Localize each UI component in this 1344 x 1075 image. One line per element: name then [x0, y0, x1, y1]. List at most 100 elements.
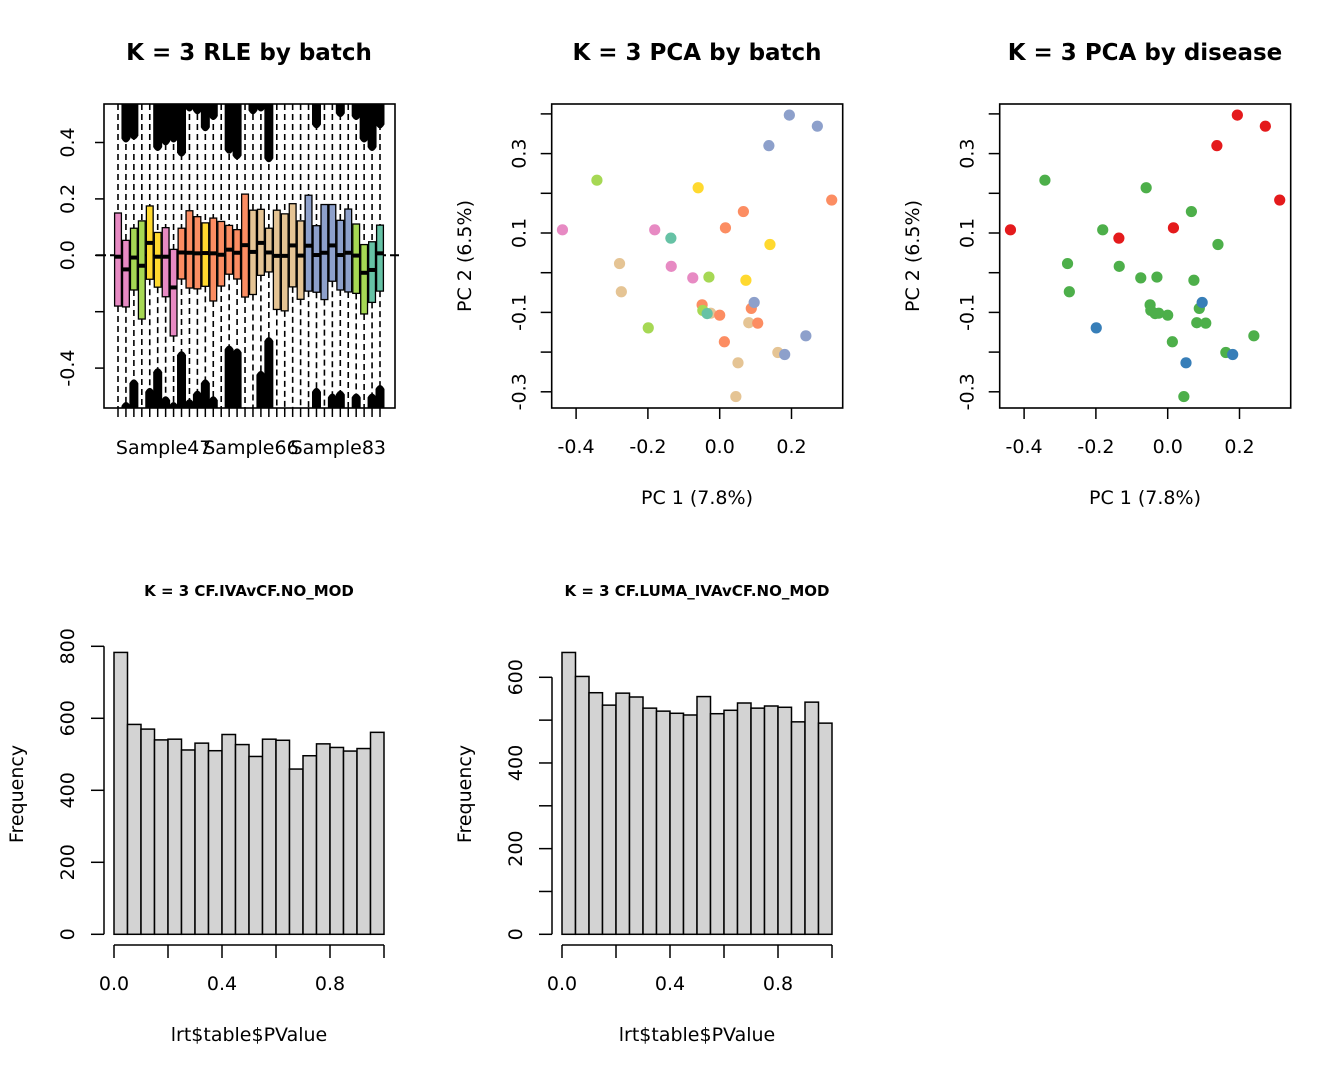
pca-point — [763, 140, 775, 152]
rle-outliers-upper — [177, 104, 187, 157]
pca-point — [748, 296, 760, 309]
rle-outliers-lower — [192, 390, 202, 408]
rle-outliers-upper — [208, 104, 218, 120]
rle-outliers-lower — [224, 345, 234, 408]
rle-outliers-lower — [264, 337, 274, 408]
rle-outliers-lower — [232, 348, 242, 408]
rle-outliers-lower — [256, 370, 266, 408]
rle-box — [352, 223, 361, 295]
rle-xtick-label: Sample83 — [291, 437, 386, 459]
pca-point — [556, 224, 569, 236]
pca-ytick-label: 0.1 — [957, 218, 979, 248]
hist2-ylabel: Frequency — [454, 745, 476, 843]
pca-batch-ylabel: PC 2 (6.5%) — [454, 200, 476, 312]
pca-ytick-label: -0.3 — [957, 373, 979, 410]
pca-point — [1248, 330, 1260, 342]
pca-point — [1135, 272, 1147, 284]
hist-bar — [682, 714, 698, 936]
hist-bar — [736, 702, 752, 936]
rle-outliers-upper — [248, 104, 258, 115]
pca-point — [1166, 336, 1178, 348]
rle-box — [121, 239, 130, 308]
pca-point — [701, 307, 713, 320]
rle-outliers-upper — [367, 104, 377, 151]
rle-outliers-upper — [335, 104, 345, 118]
rle-box — [161, 227, 170, 298]
pca-point — [1140, 182, 1152, 194]
hist-xtick-label: 0.8 — [315, 973, 345, 995]
pca-point — [800, 330, 812, 342]
rle-panel: K = 3 RLE by batch -0.4 0.0 0.2 0.4 Sample47… — [57, 40, 399, 459]
rle-title: K = 3 RLE by batch — [126, 40, 372, 66]
pca-point — [752, 317, 764, 329]
hist1-title: K = 3 CF.IVAvCF.NO_MOD — [144, 582, 354, 600]
pca-xtick-label: -0.2 — [629, 436, 666, 458]
rle-outliers-upper — [311, 104, 321, 129]
pca-ytick-label: 0.3 — [509, 138, 531, 168]
pca-point — [1178, 390, 1190, 403]
rle-box — [344, 208, 353, 293]
rle-box — [304, 194, 313, 292]
pca-disease-ylabel: PC 2 (6.5%) — [902, 200, 924, 312]
hist-bar — [126, 723, 142, 936]
pca-xtick-label: 0.2 — [776, 436, 806, 458]
pca-ytick-label: -0.1 — [509, 294, 531, 331]
hist-bar — [329, 746, 345, 936]
pca-point — [665, 260, 677, 272]
rle-outliers-upper — [224, 104, 234, 154]
rle-outliers-lower — [335, 390, 345, 408]
hist-xtick-label: 0.0 — [547, 973, 577, 995]
pca-point — [718, 336, 730, 348]
pca-point — [1090, 322, 1102, 334]
hist-ytick-label: 600 — [57, 700, 79, 736]
rle-box — [209, 217, 218, 302]
pca-xtick-label: 0.2 — [1224, 436, 1254, 458]
hist-bar — [817, 722, 833, 936]
pca-point — [719, 222, 732, 234]
hist-bar — [302, 754, 318, 936]
pca-point — [779, 348, 791, 361]
hist-bar — [369, 731, 385, 936]
hist-ytick-label: 0 — [505, 928, 527, 940]
pca-frame — [550, 103, 844, 409]
hist-bar — [561, 651, 577, 936]
hist-bar — [804, 701, 820, 936]
pca-point — [1004, 224, 1017, 236]
pca-point — [703, 271, 715, 283]
rle-outliers-upper — [153, 104, 163, 151]
rle-outliers-lower — [153, 368, 163, 408]
rle-outliers-upper — [161, 104, 171, 146]
pca-point — [1180, 357, 1192, 369]
rle-box — [368, 241, 377, 304]
rle-outliers-upper — [121, 104, 131, 143]
hist-ytick-label: 400 — [505, 745, 527, 781]
rle-outliers-upper — [359, 104, 369, 143]
hist-bar — [207, 749, 223, 936]
hist-bar — [723, 709, 739, 936]
pca-point — [1039, 174, 1051, 186]
hist-bar — [790, 721, 806, 936]
pca-point — [1185, 205, 1197, 218]
rle-box — [185, 210, 194, 289]
hist2-xlabel: lrt$table$PValue — [619, 1024, 775, 1046]
hist-bar — [167, 738, 183, 936]
hist-bar — [655, 710, 671, 936]
rle-box — [360, 243, 369, 315]
rle-outliers-lower — [177, 351, 187, 408]
pca-point — [1259, 120, 1271, 132]
hist-bar — [588, 691, 604, 936]
rle-xtick-label: Sample66 — [203, 437, 298, 459]
rle-outliers-lower — [161, 396, 171, 408]
rle-outliers-lower — [145, 387, 155, 408]
hist-bar — [153, 739, 169, 936]
pca-point — [1063, 286, 1075, 298]
rle-outliers-upper — [264, 104, 274, 163]
rle-outliers-lower — [327, 393, 337, 408]
rle-outliers-upper — [375, 104, 385, 129]
pca-point — [826, 194, 838, 206]
pca-ytick-label: 0.1 — [509, 218, 531, 248]
rle-outliers-upper — [192, 104, 202, 115]
pca-point — [687, 272, 699, 284]
rle-box — [272, 209, 281, 311]
